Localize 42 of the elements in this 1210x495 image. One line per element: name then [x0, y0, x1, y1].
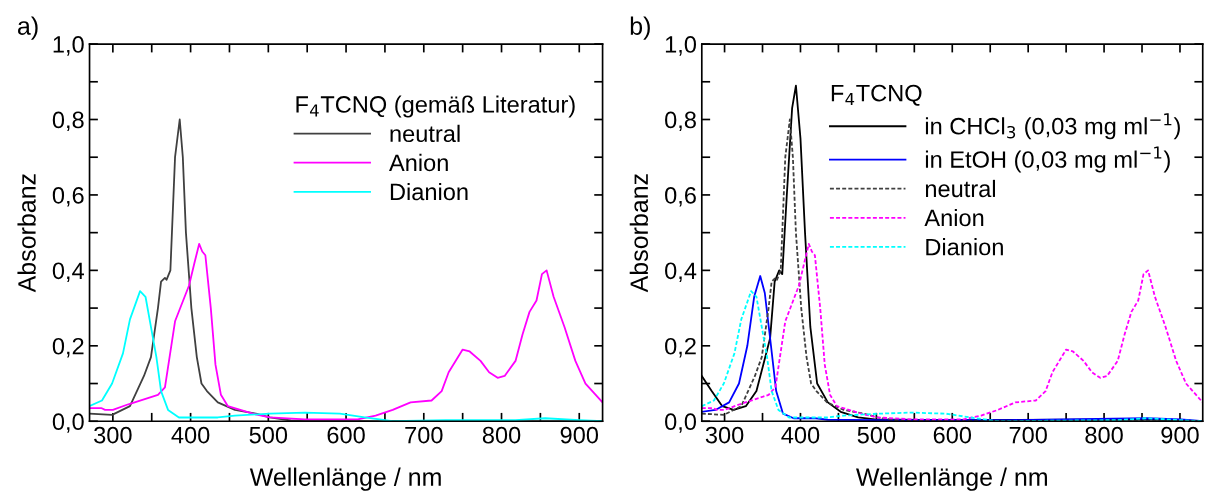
x-tick-label: 800: [1085, 426, 1123, 444]
y-tick-label: 0,8: [665, 111, 696, 132]
x-tick-label: 300: [94, 426, 132, 444]
x-axis-title: Wellenlänge / nm: [856, 467, 1047, 491]
y-tick-label: 1,0: [53, 36, 84, 56]
x-tick-label: 900: [560, 426, 599, 444]
x-tick-label: 500: [857, 426, 896, 444]
legend-title: F$_{4}$TCNQ (gemäß Literatur): [296, 95, 575, 118]
y-tick-label: 0,4: [52, 262, 84, 282]
x-tick-label: 900: [1161, 426, 1199, 444]
legend-label: Dianion: [390, 182, 468, 201]
legend-title: F$_{4}$TCNQ: [831, 84, 922, 106]
legend-label: neutral: [390, 124, 460, 143]
x-tick-label: 700: [405, 426, 443, 444]
x-tick-label: 400: [171, 426, 210, 444]
x-tick-label: 800: [482, 426, 521, 444]
y-tick-label: 0,0: [665, 413, 697, 433]
y-tick-label: 1,0: [665, 36, 697, 56]
y-tick-label: 0,8: [52, 111, 84, 132]
y-tick-label: 0,6: [52, 187, 84, 207]
y-tick-label: 0,0: [52, 413, 84, 433]
y-tick-label: 0,2: [665, 337, 696, 358]
x-tick-label: 400: [781, 426, 820, 444]
legend-label: in EtOH (0,03 mg ml$^{−1}$): [925, 146, 1170, 173]
x-tick-label: 500: [249, 426, 288, 444]
y-axis-title: Absorbanz: [17, 174, 36, 293]
x-tick-label: 700: [1009, 426, 1047, 444]
y-tick-label: 0,6: [665, 187, 696, 207]
legend-label: Dianion: [926, 238, 1003, 256]
text: a): [18, 16, 38, 40]
x-axis-title: Wellenlänge / nm: [249, 467, 441, 491]
legend-label: neutral: [925, 179, 995, 198]
y-axis-title: Absorbanz: [629, 174, 649, 293]
text: b): [630, 16, 650, 40]
y-tick-label: 0,4: [665, 262, 697, 282]
x-tick-label: 600: [933, 426, 972, 444]
x-tick-label: 300: [705, 426, 744, 444]
y-tick-label: 0,2: [52, 337, 84, 358]
x-tick-label: 600: [327, 426, 365, 444]
legend-label: Anion: [924, 208, 984, 227]
legend-label: Anion: [389, 153, 448, 172]
legend-label: in CHCl$_{3}$ (0,03 mg ml$^{−1}$): [925, 113, 1180, 140]
